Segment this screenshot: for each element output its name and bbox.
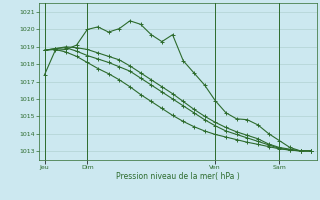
X-axis label: Pression niveau de la mer( hPa ): Pression niveau de la mer( hPa ) — [116, 172, 240, 181]
